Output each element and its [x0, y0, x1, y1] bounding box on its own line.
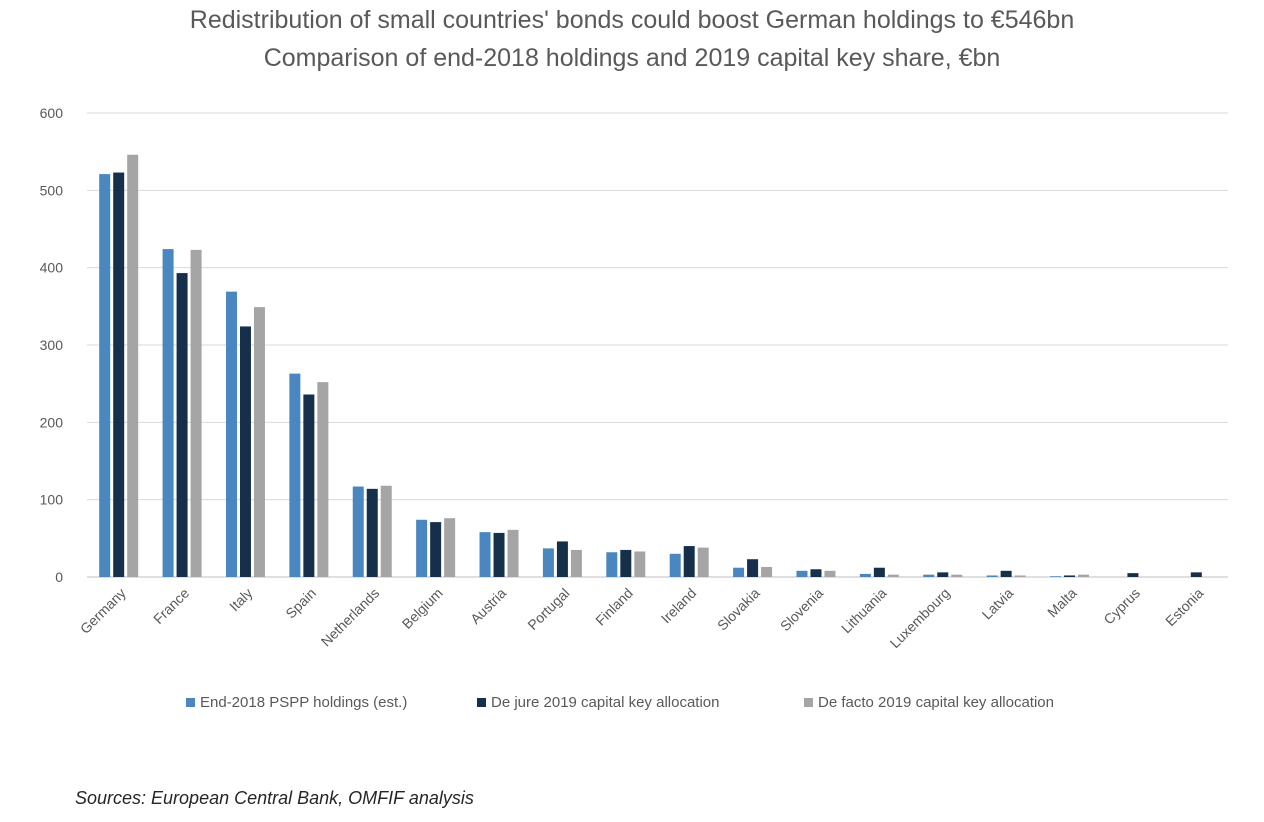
bar [113, 172, 125, 577]
chart-subtitle: Comparison of end-2018 holdings and 2019… [263, 44, 1001, 72]
bar [366, 488, 378, 577]
source-note: Sources: European Central Bank, OMFIF an… [75, 788, 474, 808]
chart-title: Redistribution of small countries' bonds… [189, 6, 1075, 34]
bar [796, 570, 808, 577]
x-tick-label: Estonia [1162, 585, 1206, 629]
bar [127, 154, 139, 577]
bar [634, 551, 646, 577]
bar [747, 559, 759, 577]
bar [824, 570, 836, 577]
y-tick-label: 500 [40, 182, 64, 198]
bar [380, 485, 392, 577]
y-tick-label: 300 [40, 337, 64, 353]
x-tick-label: Finland [592, 585, 636, 629]
bar [1014, 575, 1026, 577]
legend-swatch-de-facto [804, 697, 813, 707]
bar [317, 382, 329, 577]
bar [430, 522, 442, 577]
bar [570, 549, 582, 577]
x-tick-label: Malta [1044, 585, 1080, 621]
bar-chart: 0 100 200 300 400 500 600 Germany France Italy Spa… [40, 105, 1228, 651]
bar [606, 552, 618, 577]
x-tick-label: Belgium [399, 585, 446, 632]
x-tick-label: Italy [226, 585, 255, 614]
bar [1064, 575, 1076, 577]
bar [697, 547, 709, 577]
bar [986, 575, 998, 577]
legend-item-holdings: End-2018 PSPP holdings (est.) [186, 694, 407, 711]
bar [873, 567, 885, 577]
bar [1000, 570, 1012, 577]
bar [620, 549, 632, 577]
legend-item-de-facto: De facto 2019 capital key allocation [804, 694, 1054, 711]
bar [444, 518, 456, 577]
bar [887, 574, 899, 577]
bar [1050, 576, 1062, 577]
x-tick-label: Spain [282, 585, 319, 622]
bar [556, 541, 568, 577]
bar [225, 291, 237, 577]
x-tick-label: Ireland [658, 585, 700, 627]
bar [542, 548, 554, 577]
y-tick-label: 200 [40, 414, 64, 430]
bar [176, 273, 188, 577]
legend-swatch-de-jure [477, 697, 486, 707]
x-tick-label: Portugal [524, 585, 572, 633]
x-tick-label: France [150, 585, 192, 627]
bar [416, 519, 428, 577]
bar [810, 569, 822, 577]
x-tick-label: Slovenia [777, 585, 826, 634]
bar [669, 553, 681, 577]
bar [761, 566, 773, 577]
bar [493, 532, 505, 577]
x-tick-label: Netherlands [318, 585, 383, 650]
legend-swatch-holdings [186, 697, 195, 707]
bar [162, 249, 174, 577]
x-tick-label: Luxembourg [887, 585, 953, 651]
bar [859, 573, 871, 577]
bar [352, 486, 364, 577]
bar [190, 249, 202, 577]
bar [923, 574, 935, 577]
x-tick-label: Slovakia [714, 585, 763, 634]
bar [1190, 572, 1202, 577]
y-tick-label: 600 [40, 105, 64, 121]
legend-label-holdings: End-2018 PSPP holdings (est.) [200, 694, 408, 711]
y-tick-label: 0 [55, 569, 63, 585]
x-tick-label: Germany [77, 585, 129, 637]
bar [253, 307, 265, 577]
y-tick-label: 400 [40, 260, 64, 276]
bar [1127, 573, 1139, 577]
bar [289, 373, 301, 577]
bar [937, 572, 949, 577]
legend-label-de-facto: De facto 2019 capital key allocation [818, 694, 1054, 711]
bar [99, 174, 111, 578]
x-tick-label: Cyprus [1100, 585, 1143, 628]
legend: End-2018 PSPP holdings (est.) De jure 20… [0, 694, 1264, 716]
bar [303, 394, 315, 577]
bar [733, 567, 745, 577]
y-tick-label: 100 [40, 492, 64, 508]
bar [239, 326, 251, 577]
x-tick-label: Lithuania [838, 585, 890, 637]
bar [683, 546, 695, 577]
bar [951, 574, 963, 577]
legend-label-de-jure: De jure 2019 capital key allocation [491, 694, 720, 711]
bar [507, 529, 519, 577]
bar [479, 532, 491, 577]
legend-item-de-jure: De jure 2019 capital key allocation [477, 694, 719, 711]
bar [1078, 574, 1090, 577]
x-tick-label: Latvia [979, 585, 1017, 623]
x-tick-label: Austria [467, 585, 509, 627]
